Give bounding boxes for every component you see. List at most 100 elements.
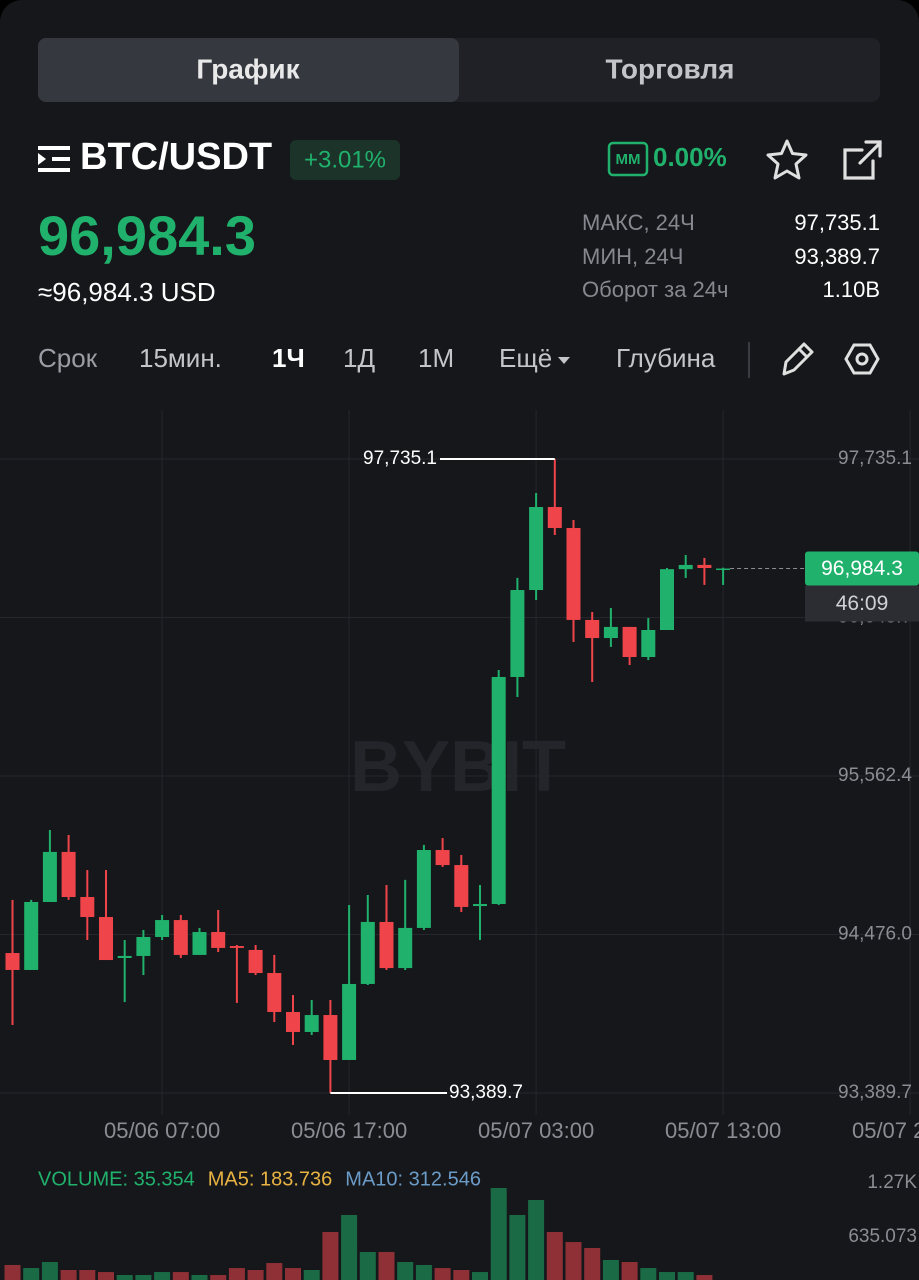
y-tick-label: 97,735.1 bbox=[838, 448, 912, 469]
y-tick-label: 95,562.4 bbox=[838, 765, 912, 786]
candle-body bbox=[24, 901, 39, 970]
candle-body bbox=[267, 973, 282, 1012]
volume-bar bbox=[677, 1272, 694, 1280]
menu-icon[interactable] bbox=[38, 146, 70, 172]
candle-body bbox=[641, 630, 656, 657]
candle-body bbox=[454, 865, 469, 907]
volume-bar bbox=[659, 1272, 675, 1280]
x-tick-label: 05/07 03:00 bbox=[478, 1118, 594, 1143]
volume-bar bbox=[584, 1247, 601, 1280]
candle-body bbox=[622, 626, 637, 657]
volume-bar bbox=[397, 1262, 414, 1280]
candle-body bbox=[379, 921, 394, 969]
candle-body bbox=[678, 564, 693, 570]
candle-body bbox=[416, 850, 431, 928]
volume-bar bbox=[565, 1242, 582, 1280]
chart: BYBIT97,735.196,648.795,562.494,476.093,… bbox=[0, 410, 919, 1280]
candle-body bbox=[473, 904, 487, 907]
volume-bar bbox=[285, 1268, 301, 1280]
volume-bar bbox=[602, 1259, 619, 1280]
tab-active[interactable] bbox=[38, 38, 459, 102]
tab-chart[interactable]: График bbox=[196, 53, 300, 84]
interval[interactable]: 15мин. bbox=[139, 343, 222, 373]
volume-bar bbox=[640, 1268, 657, 1280]
candle-body bbox=[286, 1011, 300, 1032]
volume-tick-label: 1.27K bbox=[867, 1172, 917, 1193]
mm-icon[interactable] bbox=[607, 141, 649, 177]
stat-label: МИН, 24Ч bbox=[582, 244, 683, 269]
candle-body bbox=[529, 507, 544, 591]
depth[interactable]: Глубина bbox=[616, 343, 716, 373]
candle-body bbox=[660, 569, 674, 631]
candle-body bbox=[323, 1015, 338, 1060]
volume-bar bbox=[341, 1214, 358, 1280]
candle-body bbox=[5, 953, 20, 970]
y-tick-label: 94,476.0 bbox=[838, 924, 912, 945]
candle-body bbox=[155, 920, 170, 937]
candle-body bbox=[566, 528, 581, 620]
volume-bar bbox=[696, 1275, 713, 1280]
interval-label: Срок bbox=[38, 343, 98, 373]
usd-price: ≈96,984.3 USD bbox=[38, 277, 216, 307]
x-tick-label: 05/06 17:00 bbox=[291, 1118, 407, 1143]
volume-bar bbox=[210, 1275, 227, 1280]
volume-bar bbox=[247, 1269, 264, 1280]
low-label: 93,389.7 bbox=[449, 1082, 523, 1103]
volume-tick-label: 635.073 bbox=[848, 1226, 917, 1247]
settings-icon[interactable] bbox=[844, 343, 880, 375]
candle-body bbox=[173, 920, 188, 955]
volume-bar bbox=[359, 1251, 376, 1280]
change-badge bbox=[290, 140, 400, 180]
volume-bar bbox=[60, 1269, 77, 1280]
volume-bar bbox=[266, 1263, 283, 1280]
mm-badge: MM bbox=[616, 151, 641, 168]
volume-legend: MA10: 312.546 bbox=[345, 1168, 481, 1190]
candle-body bbox=[697, 564, 712, 568]
volume-bar bbox=[528, 1200, 545, 1280]
volume-bar bbox=[509, 1214, 526, 1280]
stat-value: 1.10B bbox=[823, 277, 881, 302]
volume-bar bbox=[415, 1264, 432, 1280]
volume-bar bbox=[322, 1231, 339, 1280]
volume-bar bbox=[490, 1188, 507, 1280]
pencil-icon[interactable] bbox=[782, 342, 814, 376]
more-caret bbox=[558, 357, 570, 364]
last-price-box bbox=[805, 551, 919, 586]
candle-body bbox=[192, 932, 207, 955]
stat-value: 97,735.1 bbox=[794, 210, 880, 235]
candle-body bbox=[304, 1015, 319, 1032]
candle-body bbox=[547, 507, 562, 529]
candle-body bbox=[42, 851, 57, 902]
volume-bar bbox=[472, 1272, 488, 1280]
candle-body bbox=[585, 619, 600, 639]
interval-active[interactable]: 1Ч bbox=[272, 343, 305, 373]
volume-bar bbox=[228, 1268, 245, 1280]
countdown: 46:09 bbox=[836, 592, 889, 615]
tab-trade[interactable]: Торговля bbox=[606, 53, 735, 84]
candle-body bbox=[603, 626, 618, 639]
volume-bar bbox=[98, 1272, 114, 1280]
star-icon[interactable] bbox=[766, 139, 808, 180]
candle-body bbox=[716, 568, 731, 571]
share-icon[interactable] bbox=[843, 140, 882, 180]
candle-body bbox=[136, 936, 151, 956]
more[interactable]: Ещё bbox=[499, 343, 552, 373]
candle-body bbox=[435, 850, 450, 866]
stat-label: МАКС, 24Ч bbox=[582, 210, 695, 235]
candle-body bbox=[117, 955, 132, 958]
interval[interactable]: 1M bbox=[418, 343, 454, 373]
volume-bar bbox=[23, 1268, 40, 1280]
volume-bar bbox=[303, 1269, 320, 1280]
interval[interactable]: 1Д bbox=[343, 343, 375, 373]
x-tick-label: 05/07 23:00 bbox=[852, 1118, 919, 1143]
candle-body bbox=[211, 932, 226, 948]
candle-body bbox=[248, 949, 263, 974]
pair[interactable]: BTC/USDT bbox=[80, 136, 272, 178]
volume-bar bbox=[378, 1251, 395, 1280]
candle-body bbox=[398, 927, 413, 969]
x-tick-label: 05/07 13:00 bbox=[665, 1118, 781, 1143]
candle-body bbox=[360, 921, 375, 984]
volume-bar bbox=[546, 1231, 563, 1280]
